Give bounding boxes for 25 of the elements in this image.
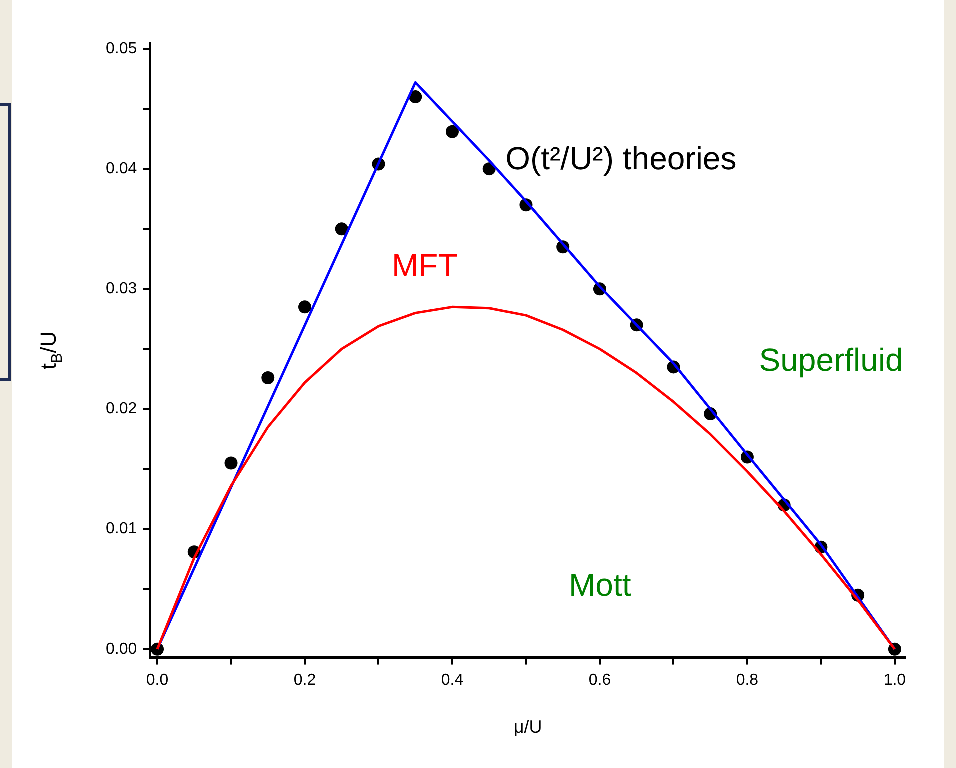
x-tick-label: 1.0 bbox=[884, 672, 906, 689]
annotation: MFT bbox=[392, 247, 458, 284]
x-tick-label: 0.2 bbox=[294, 672, 316, 689]
point bbox=[482, 162, 496, 176]
x-tick-label: 0.0 bbox=[146, 672, 169, 689]
y-tick-label: 0.02 bbox=[106, 400, 138, 418]
point bbox=[262, 372, 275, 385]
x-axis-title: μ/U bbox=[514, 716, 542, 737]
annotation: Mott bbox=[568, 566, 632, 603]
annotation: O(t²/U²) theories bbox=[506, 140, 737, 177]
y-tick-label: 0.01 bbox=[106, 520, 138, 538]
annotation: Superfluid bbox=[759, 342, 904, 378]
x-tick-label: 0.4 bbox=[441, 672, 464, 689]
point bbox=[335, 222, 348, 236]
x-tick-label: 0.6 bbox=[588, 672, 612, 689]
y-tick-label: 0.03 bbox=[106, 280, 138, 298]
point bbox=[409, 90, 422, 104]
y-tick-label: 0.04 bbox=[106, 160, 138, 178]
y-axis-title: tB/U bbox=[36, 331, 66, 370]
point bbox=[446, 125, 459, 138]
point bbox=[224, 456, 238, 470]
x-tick-label: 0.8 bbox=[736, 672, 759, 689]
y-tick-label: 0.05 bbox=[106, 40, 138, 58]
y-tick-label: 0.00 bbox=[106, 640, 138, 658]
point bbox=[298, 300, 312, 314]
